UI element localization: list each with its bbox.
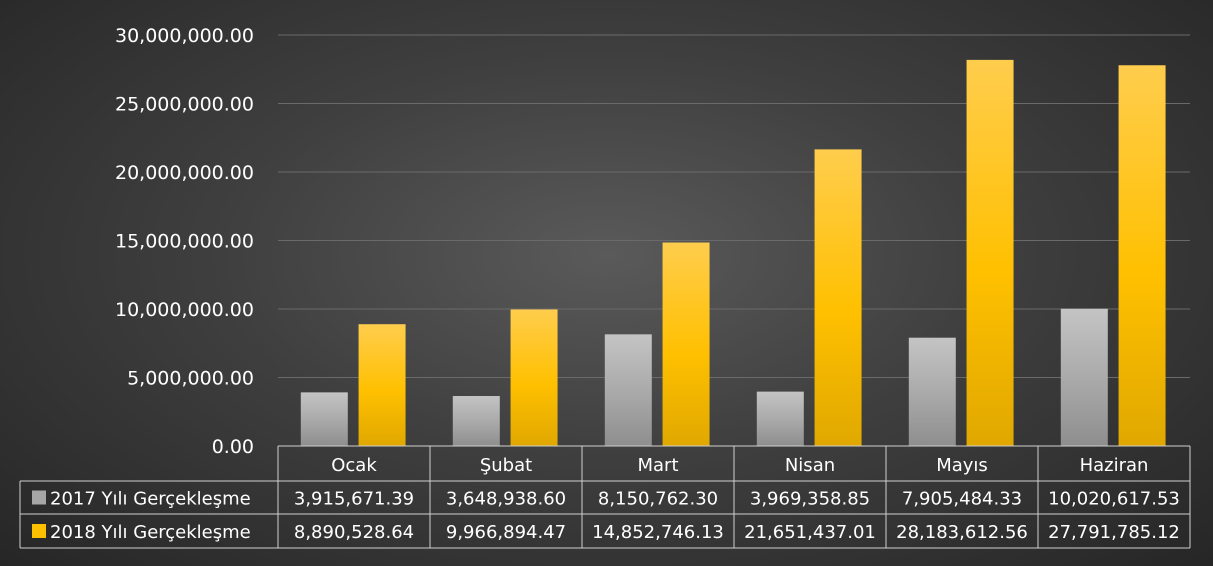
category-label: Mart	[637, 455, 678, 476]
data-cell: 9,966,894.47	[446, 522, 566, 543]
bar-series-2017-ocak	[300, 392, 348, 446]
bar-series-2017-mart	[604, 334, 652, 446]
data-cell: 3,915,671.39	[294, 489, 414, 510]
gridlines	[278, 34, 1190, 378]
bar-series-2018-şubat	[510, 309, 558, 446]
data-cell: 3,969,358.85	[750, 489, 870, 510]
data-cell: 10,020,617.53	[1048, 489, 1180, 510]
bar-series-2018-nisan	[814, 149, 862, 447]
y-tick-label: 0.00	[212, 436, 254, 458]
bar-series-2018-mart	[662, 242, 710, 446]
category-label: Şubat	[480, 455, 532, 476]
y-tick-label: 15,000,000.00	[115, 231, 254, 253]
data-cell: 8,890,528.64	[294, 522, 414, 543]
data-cell: 21,651,437.01	[744, 522, 876, 543]
data-table: Ocak Şubat Mart Nisan Mayıs Haziran 2017 Yılı …	[19, 445, 1191, 549]
y-tick-label: 25,000,000.00	[115, 94, 254, 116]
y-tick-label: 30,000,000.00	[115, 25, 254, 47]
legend-key-2017	[32, 490, 46, 505]
y-tick-label: 5,000,000.00	[127, 368, 254, 390]
category-label: Mayıs	[936, 455, 988, 476]
data-cell: 28,183,612.56	[896, 522, 1028, 543]
legend-label-2017: 2017 Yılı Gerçekleşme	[50, 489, 251, 510]
bar-series-2017-nisan	[756, 391, 804, 446]
data-cell: 7,905,484.33	[902, 489, 1022, 510]
data-cell: 14,852,746.13	[592, 522, 724, 543]
category-label: Ocak	[331, 455, 377, 476]
bar-series-2018-ocak	[358, 324, 406, 446]
y-tick-label: 20,000,000.00	[115, 162, 254, 184]
y-axis-tick-labels: 0.00 5,000,000.00 10,000,000.00 15,000,000.…	[115, 25, 254, 458]
bar-series-2017-mayıs	[908, 337, 956, 446]
data-cell: 27,791,785.12	[1048, 522, 1180, 543]
data-cell: 8,150,762.30	[598, 489, 718, 510]
data-cell: 3,648,938.60	[446, 489, 566, 510]
bar-series-2017-haziran	[1060, 308, 1108, 446]
category-label: Nisan	[785, 455, 835, 476]
bars	[300, 59, 1166, 447]
category-label: Haziran	[1080, 455, 1149, 476]
bar-series-2018-mayıs	[966, 59, 1014, 446]
y-tick-label: 10,000,000.00	[115, 299, 254, 321]
legend-key-2018	[32, 524, 46, 538]
bar-series-2017-şubat	[452, 396, 500, 446]
legend-label-2018: 2018 Yılı Gerçekleşme	[50, 522, 251, 543]
bar-series-2018-haziran	[1118, 65, 1166, 447]
